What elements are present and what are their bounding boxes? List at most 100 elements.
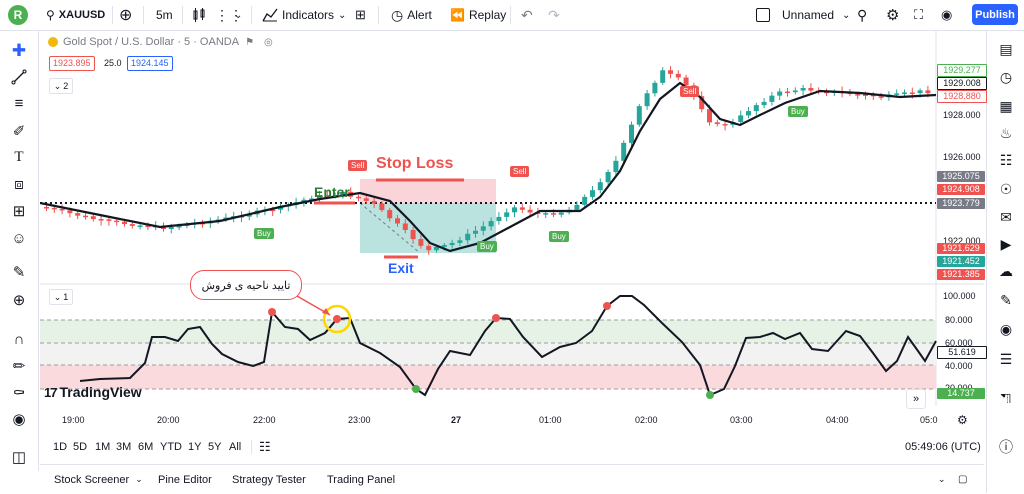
sell-signal: Sell bbox=[510, 166, 530, 177]
studies-toggle[interactable]: ⌄ 2 bbox=[49, 78, 73, 94]
trend-line-icon[interactable] bbox=[9, 67, 29, 87]
broadcast-icon[interactable]: ◉ bbox=[999, 320, 1013, 337]
crosshair-icon[interactable]: ✚ bbox=[11, 41, 27, 60]
exit-label[interactable]: Exit bbox=[388, 260, 414, 276]
hotlist-fire-icon[interactable]: ♨ bbox=[999, 124, 1013, 141]
layers-icon[interactable]: ☰ bbox=[999, 350, 1013, 367]
pencil-lock-icon[interactable]: ✏ bbox=[12, 358, 26, 375]
indicators-button[interactable]: Indicators bbox=[262, 0, 334, 30]
fullscreen-icon[interactable]: ⛶ bbox=[914, 7, 924, 22]
candle bbox=[145, 225, 151, 228]
layout-selector-button[interactable]: Unnamed ⌄ bbox=[756, 0, 850, 30]
range-3m[interactable]: 3M bbox=[116, 441, 132, 453]
chevron-down-icon: ⌄ bbox=[135, 474, 143, 484]
eye-icon[interactable]: ◉ bbox=[12, 411, 26, 428]
camera-icon[interactable]: ◉ bbox=[941, 7, 953, 22]
candle bbox=[168, 226, 174, 230]
candle bbox=[457, 240, 463, 243]
quick-search-icon[interactable]: ⚲ bbox=[857, 6, 868, 23]
watchlist-icon[interactable]: ▤ bbox=[999, 40, 1013, 57]
maximize-panel-icon[interactable]: ▢ bbox=[958, 474, 968, 485]
candle bbox=[379, 203, 385, 211]
bottom-panel-tabs: Stock Screener ⌄ Pine Editor Strategy Te… bbox=[40, 464, 984, 494]
range-all[interactable]: All bbox=[229, 441, 242, 453]
fib-retracement-icon[interactable]: ≡ bbox=[14, 94, 24, 112]
redo-icon[interactable]: ↷ bbox=[548, 6, 560, 23]
range-6m[interactable]: 6M bbox=[138, 441, 154, 453]
range-1y[interactable]: 1Y bbox=[188, 441, 202, 453]
gear-icon[interactable]: ⚙ bbox=[886, 7, 900, 24]
candle bbox=[496, 216, 502, 222]
text-tool-icon[interactable]: T bbox=[14, 148, 24, 165]
tab-strategy-tester[interactable]: Strategy Tester bbox=[232, 473, 306, 486]
candle bbox=[426, 245, 432, 251]
compare-add-icon[interactable]: ⊕ bbox=[119, 7, 133, 24]
ask-price-pill[interactable]: 1924.145 bbox=[127, 56, 173, 71]
tradingview-logo-icon: 17 bbox=[44, 384, 58, 400]
publish-button[interactable]: Publish bbox=[972, 4, 1018, 25]
templates-grid-icon[interactable]: ⊞ bbox=[355, 7, 366, 22]
alert-button[interactable]: ◷ Alert bbox=[391, 0, 432, 30]
stop-loss-label[interactable]: Stop Loss bbox=[376, 155, 454, 172]
candle bbox=[722, 124, 728, 126]
zoom-in-icon[interactable]: ⊕ bbox=[12, 292, 26, 309]
streams-icon[interactable]: ▶ bbox=[1000, 235, 1012, 252]
range-1m[interactable]: 1M bbox=[95, 441, 111, 453]
bid-price-pill[interactable]: 1923.895 bbox=[49, 56, 95, 71]
buy-signal: Buy bbox=[788, 106, 808, 117]
range-5d[interactable]: 5D bbox=[73, 441, 88, 453]
chat-bubbles-icon[interactable]: ✉ bbox=[1000, 208, 1012, 225]
alerts-clock-icon[interactable]: ◷ bbox=[999, 68, 1013, 85]
chevron-down-icon[interactable]: ⌄ bbox=[234, 9, 243, 21]
candle bbox=[504, 212, 510, 217]
range-ytd[interactable]: YTD bbox=[160, 441, 182, 453]
messages-icon[interactable]: ✎ bbox=[1000, 291, 1012, 308]
tab-trading-panel[interactable]: Trading Panel bbox=[327, 473, 396, 486]
data-window-icon[interactable]: ▦ bbox=[999, 97, 1013, 114]
oscillator-toggle[interactable]: ⌄ 1 bbox=[49, 289, 73, 305]
lock-icon[interactable]: ⚰ bbox=[12, 385, 26, 402]
go-to-date-calendar-icon[interactable]: ☷ bbox=[259, 439, 271, 454]
chevron-down-icon[interactable]: ⌄ bbox=[938, 474, 946, 484]
smiley-icon[interactable]: ☺ bbox=[11, 229, 27, 247]
ideas-bulb-icon[interactable]: ☉ bbox=[999, 180, 1013, 197]
chevron-down-icon[interactable]: ⌄ bbox=[338, 9, 347, 21]
pattern-icon[interactable]: ⧈ bbox=[14, 175, 24, 193]
enter-label[interactable]: Enter bbox=[314, 184, 350, 200]
brush-icon[interactable]: ✐ bbox=[12, 123, 26, 140]
tradingview-watermark[interactable]: 17 TradingView bbox=[44, 384, 142, 400]
signal-dot bbox=[268, 308, 276, 316]
ruler-icon[interactable]: ✎ bbox=[12, 264, 26, 281]
candles-chart-type-icon[interactable] bbox=[191, 0, 207, 30]
buy-signal: Buy bbox=[549, 231, 569, 242]
trash-icon[interactable]: ◫ bbox=[11, 449, 27, 466]
tab-stock-screener[interactable]: Stock Screener ⌄ bbox=[54, 465, 143, 494]
prediction-icon[interactable]: ⊞ bbox=[12, 203, 26, 220]
pine-script-icon[interactable]: ☁ bbox=[999, 262, 1013, 279]
candle bbox=[800, 87, 806, 91]
axis-settings-gear-icon[interactable]: ⚙ bbox=[957, 413, 968, 427]
range-5y[interactable]: 5Y bbox=[208, 441, 222, 453]
symbol-legend[interactable]: Gold Spot / U.S. Dollar · 5 · OANDA ⚑ ◎ bbox=[48, 36, 273, 48]
candle bbox=[527, 209, 533, 213]
tab-pine-editor[interactable]: Pine Editor bbox=[158, 473, 212, 486]
time-tick: 23:00 bbox=[348, 415, 371, 425]
symbol-search-button[interactable]: ⚲ XAUUSD bbox=[46, 0, 105, 30]
highlight-circle[interactable] bbox=[322, 304, 352, 334]
undo-icon[interactable]: ↶ bbox=[521, 6, 533, 23]
confirm-sell-callout[interactable]: تایید ناحیه ی فروش bbox=[190, 270, 302, 300]
chart-area[interactable]: Gold Spot / U.S. Dollar · 5 · OANDA ⚑ ◎ … bbox=[40, 31, 984, 435]
notifications-bell-icon[interactable]: ⛠ bbox=[1000, 389, 1012, 406]
layout-name: Unnamed bbox=[782, 8, 835, 22]
user-avatar[interactable]: R bbox=[8, 5, 28, 25]
range-1d[interactable]: 1D bbox=[53, 441, 68, 453]
scroll-to-realtime-button[interactable]: » bbox=[906, 389, 926, 409]
magnet-icon[interactable]: ∩ bbox=[13, 330, 25, 348]
clock-timezone[interactable]: 05:49:06 (UTC) bbox=[905, 441, 981, 453]
calendar-icon[interactable]: ☷ bbox=[999, 151, 1013, 168]
bar-pattern-icon[interactable]: ⋮⋮ bbox=[215, 6, 243, 23]
help-icon[interactable]: ⓘ bbox=[999, 439, 1013, 455]
replay-button[interactable]: ⏪ Replay bbox=[450, 0, 506, 30]
interval-button[interactable]: 5m bbox=[156, 8, 173, 22]
candle bbox=[309, 198, 315, 200]
